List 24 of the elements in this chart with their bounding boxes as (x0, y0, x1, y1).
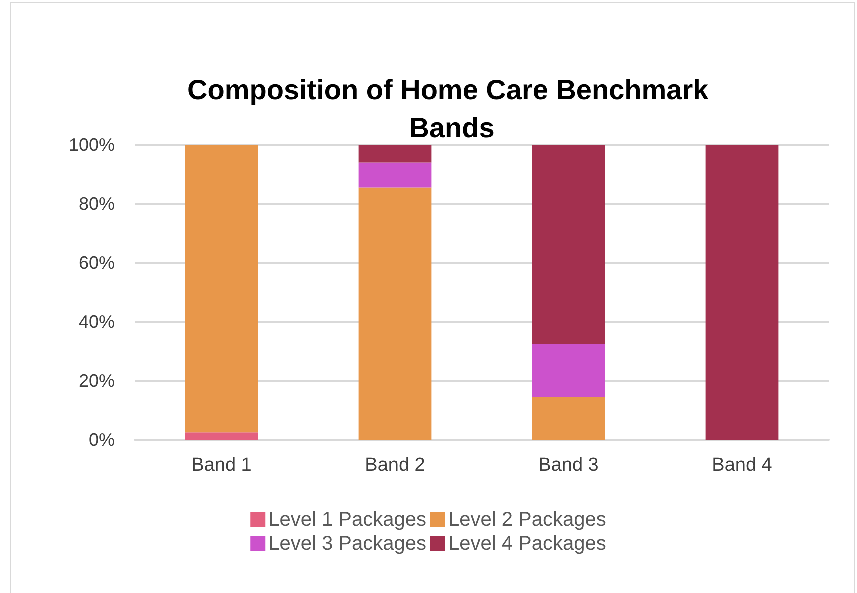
y-tick-label: 60% (78, 253, 115, 273)
bar (532, 397, 606, 440)
bar (358, 145, 432, 163)
bar (532, 145, 606, 344)
chart-title: Composition of Home Care Benchmark Bands (188, 74, 716, 144)
y-tick-label: 20% (78, 371, 115, 391)
y-tick-label: 80% (78, 194, 115, 214)
y-tick-label: 40% (78, 312, 115, 332)
bar (185, 432, 258, 440)
legend-label: Level 4 Packages (448, 533, 606, 555)
x-tick-label: Band 3 (538, 455, 599, 476)
bar (532, 344, 606, 398)
x-tick-label: Band 1 (192, 455, 252, 476)
bar (185, 145, 258, 433)
bar (358, 188, 432, 440)
x-tick-label: Band 4 (712, 455, 773, 476)
y-tick-label: 0% (88, 430, 115, 450)
legend-label: Level 2 Packages (448, 509, 606, 531)
legend-label: Level 3 Packages (268, 533, 427, 555)
bar (706, 145, 779, 440)
x-tick-label: Band 2 (365, 455, 426, 476)
legend-label: Level 1 Packages (268, 509, 427, 531)
bar (358, 162, 432, 188)
y-tick-label: 100% (68, 135, 115, 155)
